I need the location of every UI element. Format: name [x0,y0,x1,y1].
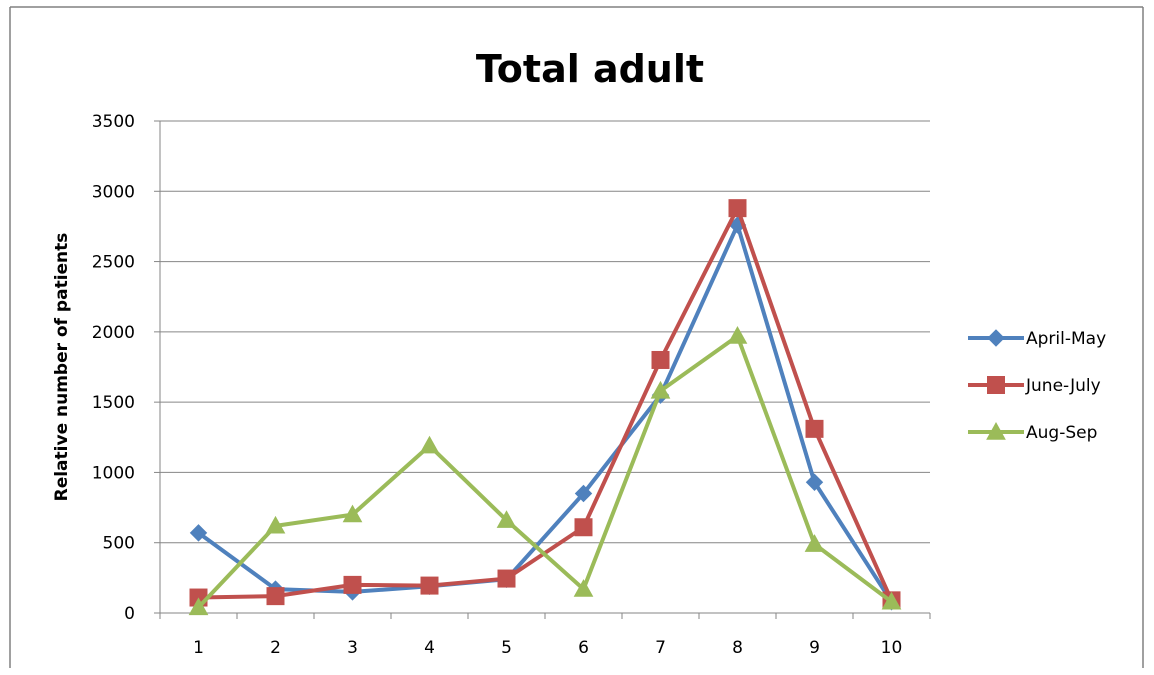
x-tick-labels: 1 2 3 4 5 6 7 8 9 10 [193,638,902,658]
chart-title: Total adult [476,47,704,91]
data-point [188,597,209,616]
data-point [189,524,208,542]
y-tick-label: 1500 [92,393,135,413]
legend-marker [987,329,1005,347]
chart-border [9,6,1144,668]
legend-item: April-May [968,329,1106,349]
series-june-july [189,199,901,610]
legend-item: Aug-Sep [968,421,1097,443]
data-point [651,350,670,369]
data-point [574,518,593,537]
series-aug-sep [188,326,902,616]
series-group [188,199,902,616]
x-tick-label: 7 [655,638,666,658]
x-tick-label: 4 [424,638,435,658]
data-point [420,576,439,595]
series-line [196,223,894,604]
data-point [574,484,593,503]
y-tick-label: 3500 [92,112,135,132]
x-tick-label: 1 [193,638,204,658]
data-point [881,591,902,610]
data-point [650,380,671,399]
x-tick-label: 10 [881,638,903,658]
y-tick-label: 2500 [92,253,135,273]
legend-label: June-July [1025,376,1101,396]
legend: April-May June-July Aug-Sep [968,329,1106,443]
data-point [496,510,517,528]
data-point [266,587,285,606]
legend-label: April-May [1026,329,1106,349]
y-tick-labels: 0 500 1000 1500 2000 2500 3000 3500 [92,112,135,624]
data-point [804,534,825,552]
legend-item: June-July [968,376,1101,396]
y-tick-label: 500 [103,534,135,554]
x-tick-label: 9 [809,638,820,658]
y-tick-label: 2000 [92,323,135,343]
y-axis-label: Relative number of patients [52,233,72,502]
data-point [497,569,516,588]
data-point [342,504,363,523]
x-tick-label: 5 [501,638,512,658]
y-tick-label: 3000 [92,182,135,202]
data-point [265,515,286,534]
axes [154,120,931,619]
x-tick-label: 3 [347,638,358,658]
y-tick-label: 1000 [92,463,135,483]
data-point [727,326,748,344]
data-point [343,575,362,594]
series-line [196,206,894,603]
gridlines [160,120,930,544]
y-tick-label: 0 [124,604,135,624]
legend-label: Aug-Sep [1026,423,1097,443]
legend-marker [986,421,1006,440]
data-point [728,199,747,218]
x-tick-label: 6 [578,638,589,658]
x-tick-label: 8 [732,638,743,658]
data-point [805,419,824,438]
data-point [419,435,440,454]
legend-marker [987,376,1005,394]
series-line [196,334,894,610]
data-point [805,473,824,491]
x-tick-label: 2 [270,638,281,658]
data-point [573,579,594,597]
